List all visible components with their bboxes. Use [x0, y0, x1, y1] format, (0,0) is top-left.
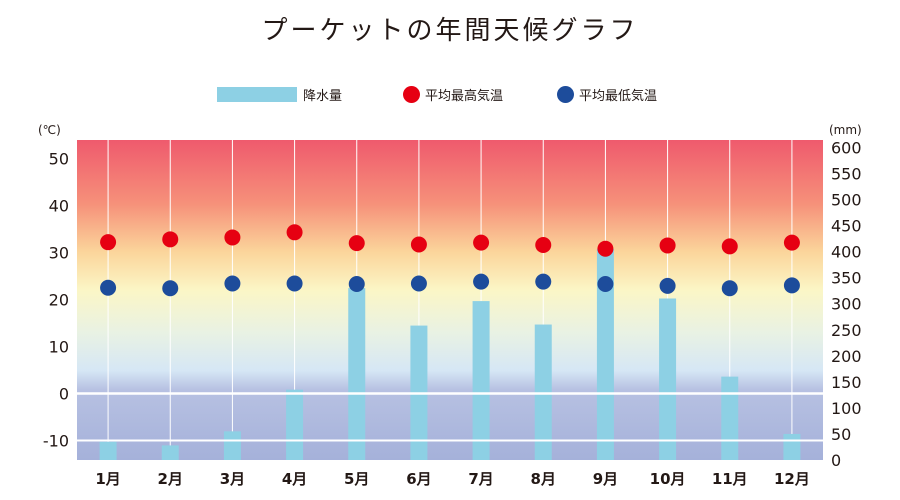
zero-line-layer	[77, 392, 823, 442]
min-temp-point	[535, 273, 552, 290]
right-axis-tick-label: 200	[831, 347, 862, 366]
max-temp-point	[783, 234, 800, 251]
month-tick-label: 12月	[774, 470, 810, 488]
left-axis-tick-label: 50	[49, 150, 69, 169]
left-axis-unit: (℃)	[38, 123, 61, 137]
max-temp-point	[410, 236, 427, 253]
month-tick-label: 1月	[95, 470, 120, 488]
precipitation-bar	[596, 248, 614, 460]
max-temp-point	[348, 235, 365, 252]
month-tick-label: 5月	[344, 470, 369, 488]
max-temp-point	[162, 231, 179, 248]
max-temp-point	[597, 240, 614, 257]
plot-background	[77, 140, 823, 460]
max-temp-point	[100, 234, 117, 251]
right-axis-tick-label: 600	[831, 138, 862, 157]
right-axis-tick-label: 50	[831, 425, 851, 444]
chart-title: プーケットの年間天候グラフ	[261, 16, 639, 46]
precipitation-bar	[348, 288, 366, 460]
min-temp-point	[286, 275, 303, 292]
min-temp-point	[348, 275, 365, 292]
min-temp-point	[473, 273, 490, 290]
right-axis-unit: (mm)	[829, 123, 862, 137]
left-axis-tick-label: 40	[49, 197, 69, 216]
legend-item-min-temp: 平均最低気温	[557, 82, 657, 106]
left-axis-tick-label: -10	[43, 432, 69, 451]
right-axis-tick-label: 350	[831, 269, 862, 288]
month-tick-label: 3月	[220, 470, 245, 488]
legend-label-max-temp: 平均最高気温	[425, 88, 504, 104]
month-tick-label: 8月	[531, 470, 556, 488]
right-axis-tick-label: 450	[831, 217, 862, 236]
max-temp-point	[286, 224, 303, 241]
left-axis-tick-label: 30	[49, 244, 69, 263]
max-temp-point	[659, 237, 676, 254]
min-temp-point	[100, 279, 117, 296]
legend-item-max-temp: 平均最高気温	[403, 82, 503, 106]
axis-layer: 50403020100-1060055050045040035030025020…	[43, 138, 862, 488]
min-temp-point	[410, 275, 427, 292]
right-axis-tick-label: 300	[831, 295, 862, 314]
left-axis-tick-label: 20	[49, 291, 69, 310]
right-axis-tick-label: 400	[831, 243, 862, 262]
legend-label-min-temp: 平均最低気温	[579, 88, 658, 104]
right-axis-tick-label: 100	[831, 399, 862, 418]
precipitation-bar	[99, 441, 117, 460]
precipitation-bar	[659, 298, 677, 460]
precipitation-bar	[286, 389, 304, 460]
precipitation-bar	[783, 433, 801, 460]
max-temp-point	[721, 238, 738, 255]
right-axis-tick-label: 250	[831, 321, 862, 340]
legend-swatch-min-temp	[557, 85, 574, 103]
right-axis-tick-label: 150	[831, 373, 862, 392]
min-temp-point	[721, 280, 738, 297]
right-axis-tick-label: 500	[831, 191, 862, 210]
min-temp-point	[162, 280, 179, 297]
max-temp-point	[224, 229, 241, 246]
month-tick-label: 11月	[712, 470, 748, 488]
right-axis-tick-label: 550	[831, 164, 862, 183]
month-tick-label: 9月	[593, 470, 618, 488]
min-temp-point	[659, 277, 676, 294]
legend-item-precipitation: 降水量	[217, 82, 342, 106]
right-axis-tick-label: 0	[831, 451, 841, 470]
legend-swatch-max-temp	[403, 85, 420, 103]
left-axis-tick-label: 10	[49, 338, 69, 357]
month-tick-label: 2月	[158, 470, 183, 488]
precipitation-bar	[223, 431, 241, 460]
min-temp-point	[597, 275, 614, 292]
legend-label-precipitation: 降水量	[303, 88, 343, 104]
bar-layer	[99, 248, 801, 460]
min-temp-point	[783, 277, 800, 294]
month-tick-label: 6月	[406, 470, 431, 488]
left-axis-tick-label: 0	[59, 385, 69, 404]
precipitation-bar	[161, 445, 179, 460]
min-temp-point	[224, 275, 241, 292]
max-temp-point	[473, 234, 490, 251]
precipitation-bar	[721, 376, 739, 460]
precipitation-bar	[472, 301, 490, 460]
month-tick-label: 4月	[282, 470, 307, 488]
month-tick-label: 10月	[650, 470, 686, 488]
dot-layer	[100, 224, 800, 297]
max-temp-point	[535, 236, 552, 253]
legend-swatch-precipitation	[217, 86, 297, 102]
month-tick-label: 7月	[468, 470, 493, 488]
legend: 降水量 平均最高気温 平均最低気温	[0, 82, 900, 106]
